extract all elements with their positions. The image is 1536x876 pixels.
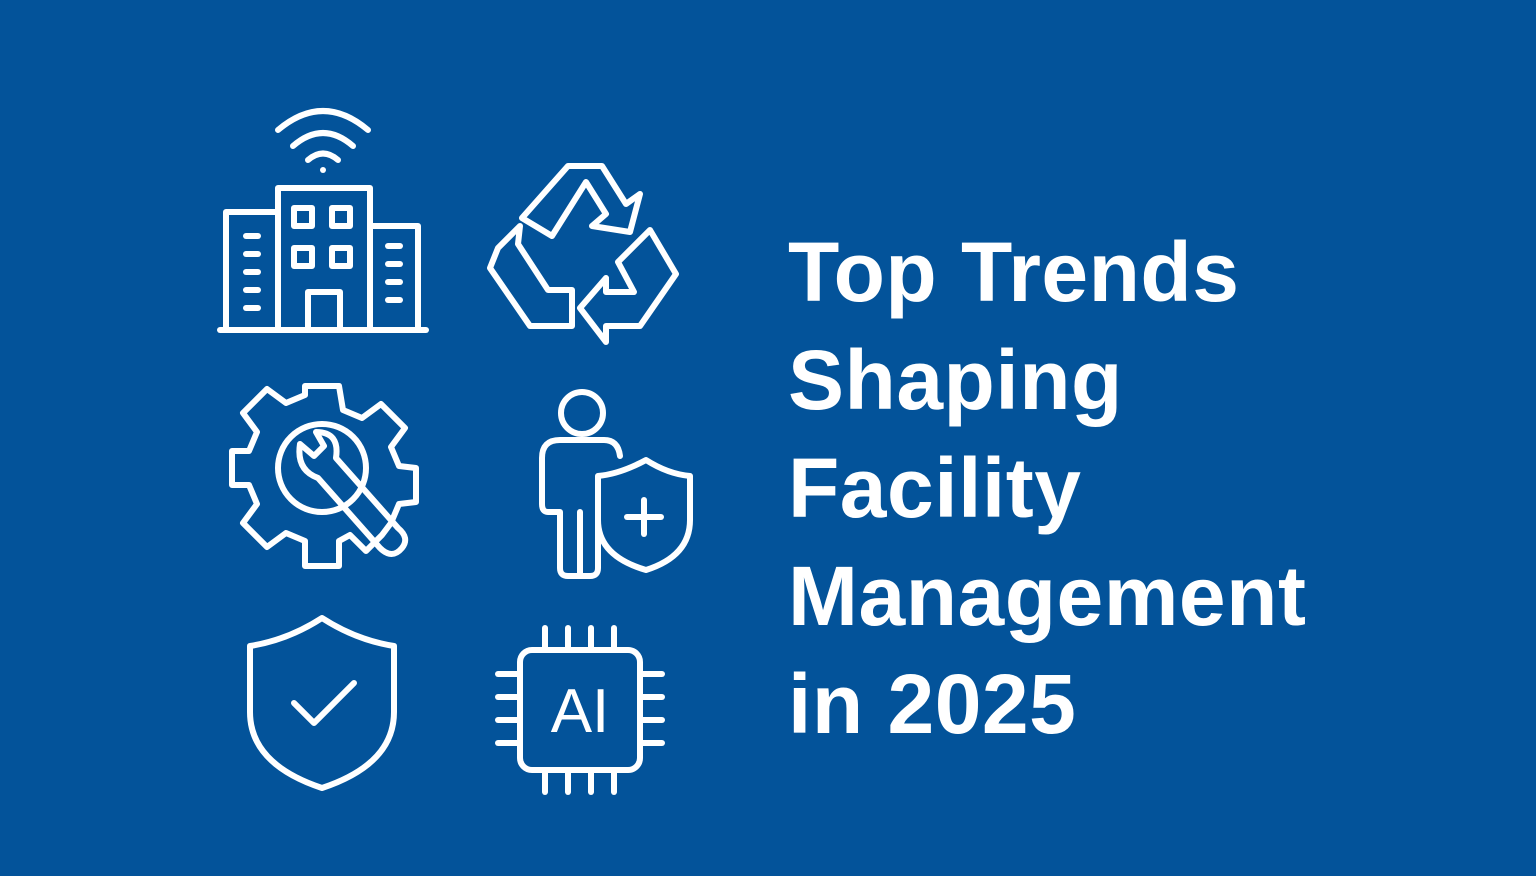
recycle-icon bbox=[487, 163, 679, 345]
title-line-1: Top Trends bbox=[788, 225, 1240, 319]
title-line-4: Management bbox=[788, 549, 1307, 643]
icon-grid: AI bbox=[0, 0, 760, 876]
title-line-2: Shaping bbox=[788, 333, 1123, 427]
gear-wrench-icon bbox=[229, 383, 419, 569]
ai-chip-icon: AI bbox=[495, 625, 665, 795]
page-title: Top Trends Shaping Facility Management i… bbox=[788, 218, 1508, 758]
person-health-shield-icon bbox=[539, 389, 693, 579]
ai-chip-label: AI bbox=[551, 677, 610, 746]
title-line-3: Facility bbox=[788, 441, 1082, 535]
shield-check-icon bbox=[247, 615, 397, 791]
smart-building-wifi-icon bbox=[217, 108, 429, 333]
title-line-5: in 2025 bbox=[788, 657, 1077, 751]
